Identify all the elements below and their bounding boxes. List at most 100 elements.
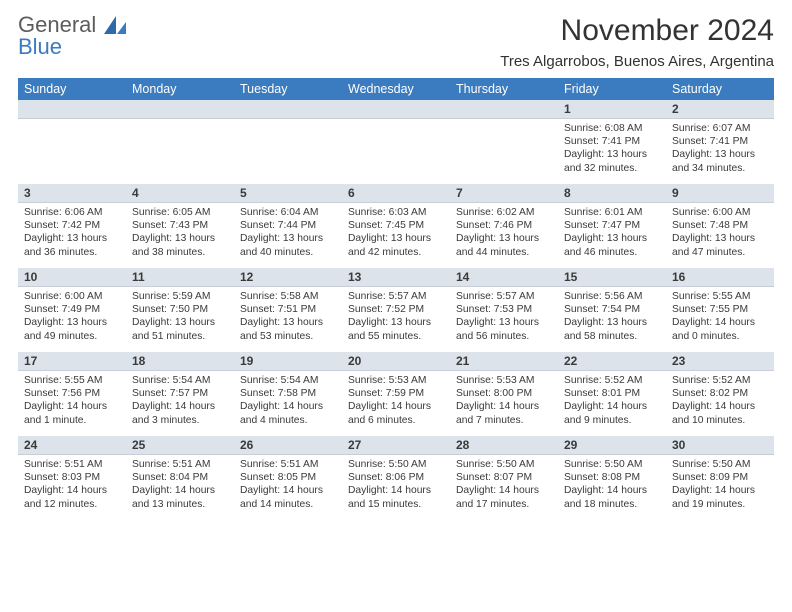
daylight-text: Daylight: 13 hours and 47 minutes. bbox=[672, 232, 768, 258]
calendar-week-row: 10Sunrise: 6:00 AMSunset: 7:49 PMDayligh… bbox=[18, 267, 774, 351]
daylight-text: Daylight: 14 hours and 6 minutes. bbox=[348, 400, 444, 426]
empty-daybar bbox=[450, 100, 558, 119]
sunset-text: Sunset: 7:56 PM bbox=[24, 387, 120, 400]
calendar-cell: 6Sunrise: 6:03 AMSunset: 7:45 PMDaylight… bbox=[342, 183, 450, 267]
sunset-text: Sunset: 7:53 PM bbox=[456, 303, 552, 316]
day-number: 6 bbox=[342, 184, 450, 203]
weekday-header-row: Sunday Monday Tuesday Wednesday Thursday… bbox=[18, 78, 774, 100]
sunset-text: Sunset: 7:46 PM bbox=[456, 219, 552, 232]
day-details: Sunrise: 5:51 AMSunset: 8:04 PMDaylight:… bbox=[126, 455, 234, 517]
sunrise-text: Sunrise: 5:50 AM bbox=[348, 458, 444, 471]
day-number: 23 bbox=[666, 352, 774, 371]
empty-daybar bbox=[342, 100, 450, 119]
sunrise-text: Sunrise: 6:00 AM bbox=[24, 290, 120, 303]
daylight-text: Daylight: 14 hours and 17 minutes. bbox=[456, 484, 552, 510]
title-block: November 2024 Tres Algarrobos, Buenos Ai… bbox=[500, 14, 774, 70]
day-details: Sunrise: 5:50 AMSunset: 8:07 PMDaylight:… bbox=[450, 455, 558, 517]
calendar-cell: 16Sunrise: 5:55 AMSunset: 7:55 PMDayligh… bbox=[666, 267, 774, 351]
calendar-week-row: 17Sunrise: 5:55 AMSunset: 7:56 PMDayligh… bbox=[18, 351, 774, 435]
sunrise-text: Sunrise: 5:51 AM bbox=[132, 458, 228, 471]
daylight-text: Daylight: 14 hours and 10 minutes. bbox=[672, 400, 768, 426]
sunrise-text: Sunrise: 5:54 AM bbox=[132, 374, 228, 387]
empty-cell bbox=[18, 119, 126, 181]
calendar-cell: 24Sunrise: 5:51 AMSunset: 8:03 PMDayligh… bbox=[18, 435, 126, 518]
sunrise-text: Sunrise: 6:06 AM bbox=[24, 206, 120, 219]
daylight-text: Daylight: 13 hours and 56 minutes. bbox=[456, 316, 552, 342]
sunset-text: Sunset: 8:00 PM bbox=[456, 387, 552, 400]
daylight-text: Daylight: 14 hours and 0 minutes. bbox=[672, 316, 768, 342]
sunset-text: Sunset: 7:43 PM bbox=[132, 219, 228, 232]
sail-icon bbox=[102, 14, 128, 45]
daylight-text: Daylight: 14 hours and 7 minutes. bbox=[456, 400, 552, 426]
daylight-text: Daylight: 14 hours and 14 minutes. bbox=[240, 484, 336, 510]
day-details: Sunrise: 5:53 AMSunset: 8:00 PMDaylight:… bbox=[450, 371, 558, 433]
sunrise-text: Sunrise: 5:55 AM bbox=[24, 374, 120, 387]
sunrise-text: Sunrise: 5:55 AM bbox=[672, 290, 768, 303]
calendar-cell: 17Sunrise: 5:55 AMSunset: 7:56 PMDayligh… bbox=[18, 351, 126, 435]
day-number: 10 bbox=[18, 268, 126, 287]
sunrise-text: Sunrise: 6:02 AM bbox=[456, 206, 552, 219]
sunrise-text: Sunrise: 6:03 AM bbox=[348, 206, 444, 219]
sunset-text: Sunset: 7:52 PM bbox=[348, 303, 444, 316]
day-number: 20 bbox=[342, 352, 450, 371]
daylight-text: Daylight: 13 hours and 34 minutes. bbox=[672, 148, 768, 174]
daylight-text: Daylight: 14 hours and 15 minutes. bbox=[348, 484, 444, 510]
daylight-text: Daylight: 13 hours and 55 minutes. bbox=[348, 316, 444, 342]
calendar-cell: 10Sunrise: 6:00 AMSunset: 7:49 PMDayligh… bbox=[18, 267, 126, 351]
sunset-text: Sunset: 8:01 PM bbox=[564, 387, 660, 400]
day-number: 30 bbox=[666, 436, 774, 455]
day-number: 14 bbox=[450, 268, 558, 287]
day-number: 12 bbox=[234, 268, 342, 287]
day-details: Sunrise: 5:55 AMSunset: 7:56 PMDaylight:… bbox=[18, 371, 126, 433]
weekday-header: Friday bbox=[558, 78, 666, 100]
calendar-cell: 22Sunrise: 5:52 AMSunset: 8:01 PMDayligh… bbox=[558, 351, 666, 435]
daylight-text: Daylight: 14 hours and 3 minutes. bbox=[132, 400, 228, 426]
daylight-text: Daylight: 13 hours and 36 minutes. bbox=[24, 232, 120, 258]
sunset-text: Sunset: 8:04 PM bbox=[132, 471, 228, 484]
daylight-text: Daylight: 13 hours and 51 minutes. bbox=[132, 316, 228, 342]
calendar-cell: 8Sunrise: 6:01 AMSunset: 7:47 PMDaylight… bbox=[558, 183, 666, 267]
sunset-text: Sunset: 8:07 PM bbox=[456, 471, 552, 484]
sunset-text: Sunset: 8:09 PM bbox=[672, 471, 768, 484]
sunset-text: Sunset: 8:02 PM bbox=[672, 387, 768, 400]
calendar-cell: 23Sunrise: 5:52 AMSunset: 8:02 PMDayligh… bbox=[666, 351, 774, 435]
calendar-cell: 13Sunrise: 5:57 AMSunset: 7:52 PMDayligh… bbox=[342, 267, 450, 351]
calendar-week-row: 1Sunrise: 6:08 AMSunset: 7:41 PMDaylight… bbox=[18, 100, 774, 183]
daylight-text: Daylight: 14 hours and 4 minutes. bbox=[240, 400, 336, 426]
sunrise-text: Sunrise: 6:07 AM bbox=[672, 122, 768, 135]
weekday-header: Thursday bbox=[450, 78, 558, 100]
daylight-text: Daylight: 14 hours and 18 minutes. bbox=[564, 484, 660, 510]
day-number: 15 bbox=[558, 268, 666, 287]
day-number: 7 bbox=[450, 184, 558, 203]
brand-logo: General Blue bbox=[18, 14, 128, 58]
sunrise-text: Sunrise: 5:56 AM bbox=[564, 290, 660, 303]
day-number: 5 bbox=[234, 184, 342, 203]
day-details: Sunrise: 5:54 AMSunset: 7:57 PMDaylight:… bbox=[126, 371, 234, 433]
day-details: Sunrise: 6:07 AMSunset: 7:41 PMDaylight:… bbox=[666, 119, 774, 181]
daylight-text: Daylight: 13 hours and 42 minutes. bbox=[348, 232, 444, 258]
sunset-text: Sunset: 8:06 PM bbox=[348, 471, 444, 484]
daylight-text: Daylight: 13 hours and 44 minutes. bbox=[456, 232, 552, 258]
calendar-cell: 1Sunrise: 6:08 AMSunset: 7:41 PMDaylight… bbox=[558, 100, 666, 183]
daylight-text: Daylight: 14 hours and 9 minutes. bbox=[564, 400, 660, 426]
weekday-header: Wednesday bbox=[342, 78, 450, 100]
daylight-text: Daylight: 14 hours and 1 minute. bbox=[24, 400, 120, 426]
sunset-text: Sunset: 7:57 PM bbox=[132, 387, 228, 400]
empty-cell bbox=[126, 119, 234, 181]
day-details: Sunrise: 6:00 AMSunset: 7:48 PMDaylight:… bbox=[666, 203, 774, 265]
day-number: 25 bbox=[126, 436, 234, 455]
location-text: Tres Algarrobos, Buenos Aires, Argentina bbox=[500, 53, 774, 70]
sunrise-text: Sunrise: 6:05 AM bbox=[132, 206, 228, 219]
empty-cell bbox=[342, 119, 450, 181]
brand-text: General Blue bbox=[18, 14, 96, 58]
weekday-header: Monday bbox=[126, 78, 234, 100]
calendar-page: { "brand": { "top": "General", "bottom":… bbox=[0, 0, 792, 612]
day-details: Sunrise: 6:01 AMSunset: 7:47 PMDaylight:… bbox=[558, 203, 666, 265]
day-details: Sunrise: 6:08 AMSunset: 7:41 PMDaylight:… bbox=[558, 119, 666, 181]
day-number: 13 bbox=[342, 268, 450, 287]
calendar-cell: 11Sunrise: 5:59 AMSunset: 7:50 PMDayligh… bbox=[126, 267, 234, 351]
sunrise-text: Sunrise: 5:53 AM bbox=[456, 374, 552, 387]
empty-daybar bbox=[126, 100, 234, 119]
sunset-text: Sunset: 7:51 PM bbox=[240, 303, 336, 316]
day-number: 21 bbox=[450, 352, 558, 371]
